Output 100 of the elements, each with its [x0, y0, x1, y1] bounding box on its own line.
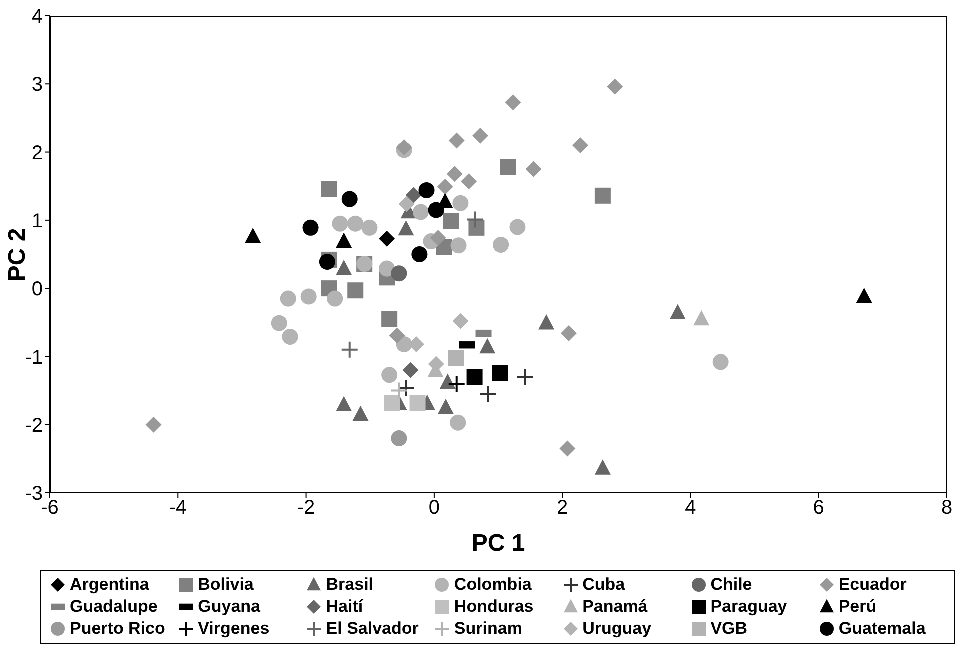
legend-label: Colombia [454, 575, 532, 595]
point [480, 338, 496, 354]
point [406, 187, 422, 204]
point [450, 238, 467, 254]
point [340, 340, 359, 359]
point [348, 216, 364, 232]
legend-label: Perú [838, 597, 877, 617]
legend-label: Chile [710, 575, 752, 595]
point [492, 365, 508, 382]
point [446, 166, 463, 182]
legend-label: Guyana [198, 597, 260, 617]
legend-label: Haití [326, 597, 364, 617]
point [321, 181, 338, 198]
x-tick-label: 0 [428, 497, 440, 520]
x-tick-label: 2 [557, 497, 568, 520]
point [607, 78, 624, 95]
point [448, 350, 464, 366]
point [352, 406, 369, 422]
y-axis-title: PC 2 [4, 228, 32, 282]
point [468, 220, 485, 236]
point [390, 382, 408, 400]
point [391, 430, 408, 446]
point [282, 328, 298, 345]
point [336, 260, 352, 276]
point [572, 137, 589, 154]
point [516, 368, 534, 386]
x-tick-label: -2 [297, 497, 316, 520]
point [382, 311, 398, 328]
point [430, 230, 446, 246]
point [437, 179, 454, 196]
point [856, 288, 872, 304]
point [443, 213, 460, 230]
point [694, 310, 710, 326]
point [410, 395, 426, 412]
point [302, 220, 319, 236]
legend-label: Uruguay [582, 619, 652, 639]
point [440, 374, 456, 390]
point [594, 460, 611, 475]
point [412, 204, 429, 220]
point [332, 216, 348, 232]
point [510, 219, 526, 236]
point [526, 161, 542, 178]
point [450, 414, 466, 431]
point [342, 191, 358, 208]
point [472, 128, 489, 144]
y-tick-label: -2 [25, 414, 43, 437]
legend-label: Argentina [70, 575, 150, 595]
point [271, 315, 288, 332]
x-tick-label: -4 [169, 497, 188, 520]
point [402, 362, 419, 378]
point [327, 290, 344, 307]
point [245, 228, 262, 244]
point [500, 159, 516, 176]
legend-label: Surinam [454, 619, 522, 639]
x-tick-label: 6 [813, 497, 824, 520]
point [560, 326, 577, 342]
point [300, 288, 317, 305]
legend-label: Guadalupe [70, 597, 158, 617]
point [538, 314, 555, 330]
y-tick-label: 1 [32, 210, 43, 233]
legend-label: Guatemala [838, 619, 926, 639]
x-axis-title: PC 1 [470, 530, 526, 558]
y-tick-label: 0 [32, 278, 43, 301]
x-tick-label: -6 [41, 497, 59, 520]
legend-label: Ecuador [838, 575, 907, 595]
point [479, 385, 498, 404]
legend-label: VGB [710, 619, 748, 639]
point [382, 367, 398, 384]
y-tick-label: 4 [32, 6, 43, 28]
point [379, 230, 396, 247]
legend-label: Virgenes [198, 619, 270, 639]
point [428, 202, 444, 218]
y-tick-label: -3 [25, 483, 43, 506]
point [398, 196, 415, 212]
y-tick-label: -1 [25, 346, 43, 369]
x-tick-label: 8 [941, 497, 953, 520]
point [412, 246, 428, 262]
point [560, 440, 576, 457]
x-tick-label: 4 [685, 497, 696, 520]
legend-label: Brasil [326, 575, 374, 595]
point [505, 94, 522, 111]
legend-label: El Salvador [326, 619, 419, 639]
point [438, 399, 454, 414]
point [418, 182, 435, 198]
point [461, 174, 478, 190]
point [146, 416, 162, 433]
point [280, 290, 296, 307]
point [448, 374, 466, 393]
legend-label: Honduras [454, 597, 534, 617]
point [336, 396, 352, 412]
legend-label: Paraguay [710, 597, 788, 617]
point [389, 328, 406, 344]
legend-label: Bolivia [198, 575, 254, 595]
point [391, 266, 408, 282]
point [384, 395, 400, 412]
y-tick-label: 3 [32, 74, 43, 96]
legend-label: Panamá [582, 597, 648, 617]
point [712, 354, 729, 370]
point [452, 313, 469, 330]
point [594, 188, 611, 204]
